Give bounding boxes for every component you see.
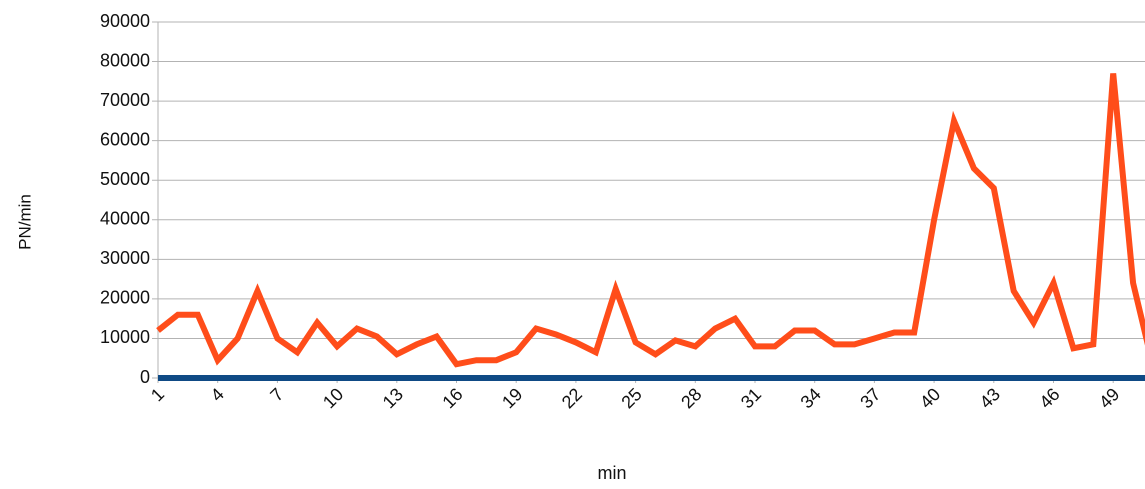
- x-tick-label: 4: [207, 384, 228, 405]
- x-axis-label: min: [597, 463, 626, 483]
- y-tick-label: 40000: [100, 209, 150, 229]
- y-tick-label: 10000: [100, 327, 150, 347]
- y-tick-label: 60000: [100, 129, 150, 149]
- x-tick-label: 13: [379, 384, 407, 412]
- y-tick-label: 0: [140, 367, 150, 387]
- x-tick-label: 28: [677, 384, 705, 412]
- x-tick-label: 43: [976, 384, 1004, 412]
- y-tick-label: 30000: [100, 248, 150, 268]
- x-tick-label: 7: [266, 384, 287, 405]
- line-series: [156, 73, 1145, 368]
- x-tick-label: 16: [438, 384, 466, 412]
- y-axis-label: PN/min: [15, 194, 34, 250]
- y-tick-label: 70000: [100, 90, 150, 110]
- x-tick-label: 40: [916, 384, 944, 412]
- y-tick-label: 50000: [100, 169, 150, 189]
- x-tick-label: 25: [617, 384, 645, 412]
- x-tick-label: 49: [1095, 384, 1123, 412]
- x-tick-label: 37: [856, 384, 884, 412]
- x-tick-label: 46: [1035, 384, 1063, 412]
- x-tick-label: 22: [558, 384, 586, 412]
- x-tick-label: 1: [147, 384, 168, 405]
- x-tick-label: 19: [498, 384, 526, 412]
- x-tick-label: 10: [319, 384, 347, 412]
- x-tick-label: 31: [737, 384, 765, 412]
- y-tick-label: 90000: [100, 11, 150, 31]
- y-tick-label: 20000: [100, 288, 150, 308]
- y-tick-label: 80000: [100, 50, 150, 70]
- x-tick-label: 34: [797, 384, 825, 412]
